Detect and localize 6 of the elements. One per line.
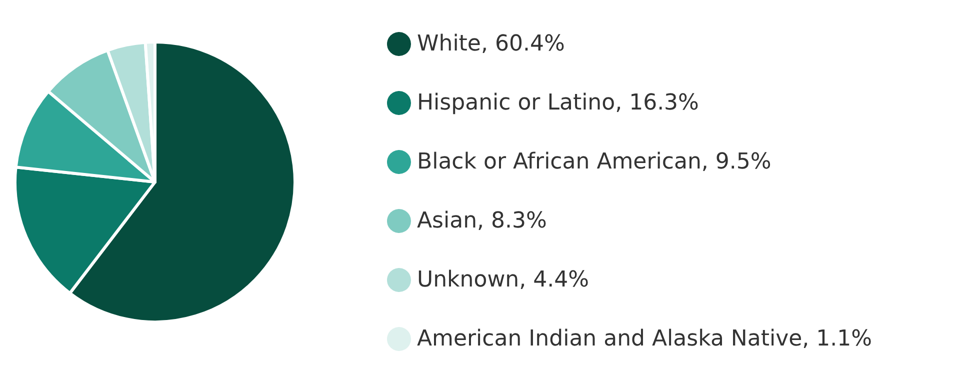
- legend-label: Black or African American, 9.5%: [417, 150, 772, 174]
- legend-label: American Indian and Alaska Native, 1.1%: [417, 326, 872, 352]
- legend-label: Unknown, 4.4%: [417, 268, 590, 292]
- legend-label: Asian, 8.3%: [417, 208, 547, 234]
- legend-label: White, 60.4%: [417, 32, 565, 56]
- legend-label: Hispanic or Latino, 16.3%: [417, 90, 699, 116]
